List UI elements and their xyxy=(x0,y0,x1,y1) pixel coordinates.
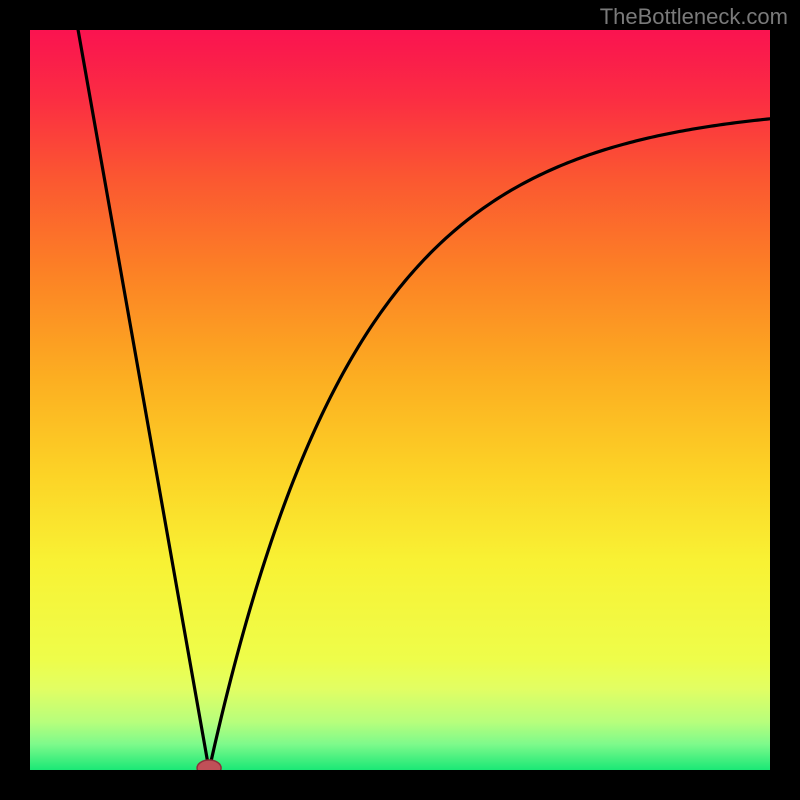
plot-background xyxy=(30,30,770,770)
watermark-text: TheBottleneck.com xyxy=(600,4,788,30)
chart-frame: TheBottleneck.com xyxy=(0,0,800,800)
plot-area xyxy=(30,30,770,770)
vertex-marker xyxy=(197,760,221,770)
